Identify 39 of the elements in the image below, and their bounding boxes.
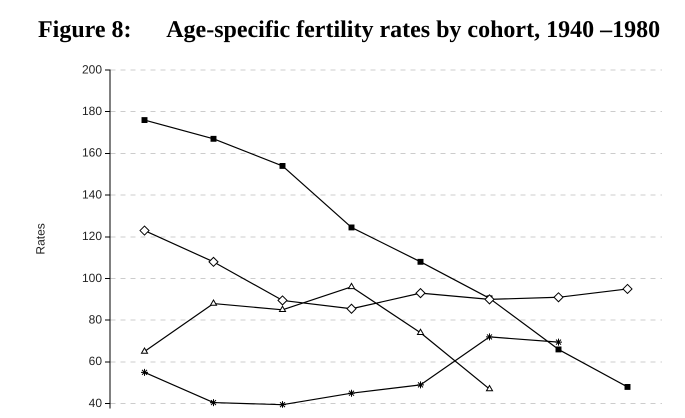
y-tick-label: 100	[82, 270, 102, 285]
y-tick-label: 160	[82, 146, 102, 160]
point	[280, 162, 286, 169]
y-tick-label: 120	[82, 229, 102, 244]
point	[210, 136, 216, 142]
point	[624, 384, 630, 390]
point	[278, 306, 286, 312]
point	[418, 258, 424, 265]
point	[416, 288, 426, 298]
point	[556, 346, 562, 352]
point	[622, 284, 632, 294]
y-tick-label: 40	[88, 396, 102, 410]
point	[142, 117, 148, 124]
point	[348, 224, 354, 230]
point	[486, 332, 494, 341]
point	[278, 400, 286, 408]
y-tick-label: 200	[82, 62, 102, 76]
point	[140, 226, 150, 236]
point	[208, 256, 218, 267]
chart-title: Figure 8: Age-specific fertility rates by cohort, 1940 –1980	[37, 16, 662, 45]
point	[348, 389, 356, 398]
point	[348, 282, 356, 290]
point	[210, 398, 218, 407]
y-axis-title: Rates	[34, 223, 48, 255]
y-tick-label: 80	[88, 312, 102, 327]
y-tick-label: 180	[82, 104, 102, 118]
point	[486, 385, 494, 392]
point	[278, 295, 288, 306]
point	[554, 338, 562, 346]
point	[416, 328, 424, 335]
point	[140, 348, 148, 354]
point	[346, 304, 356, 314]
y-tick-label: 60	[88, 354, 102, 368]
point	[554, 292, 564, 302]
y-tick-label: 140	[82, 187, 102, 202]
point	[210, 300, 218, 306]
point	[140, 368, 148, 376]
point	[484, 294, 494, 304]
point	[416, 380, 424, 389]
